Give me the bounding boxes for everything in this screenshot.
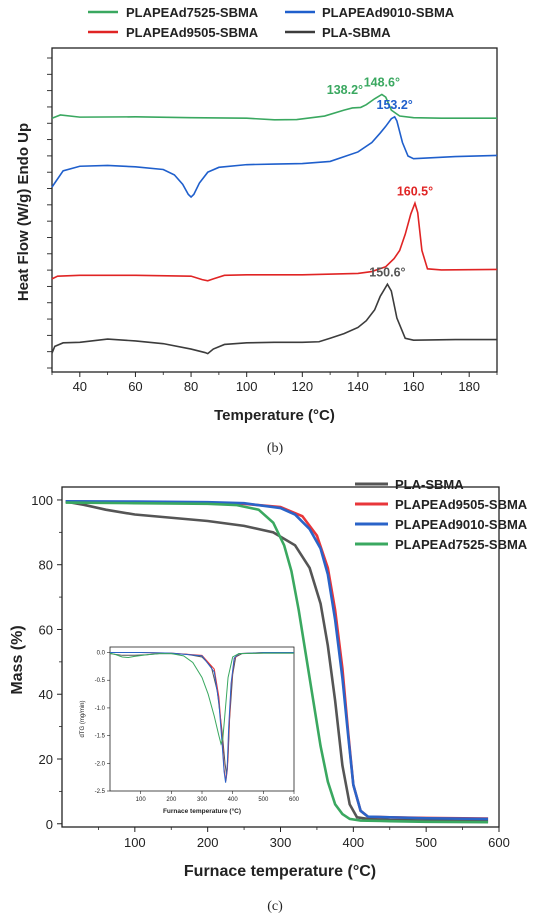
dsc-x-axis-title: Temperature (°C) — [214, 407, 335, 424]
dsc-x-tick-label: 160 — [403, 379, 425, 394]
tga-line-plapead7525-sbma — [65, 501, 489, 824]
inset-axes: 100 200 300 400 500 600 0.0 -0.5 -1.0 -1.5 -2.0 -2.… — [95, 651, 300, 803]
tga-chart: 100 200 300 400 500 600 0 20 40 60 80 100 PLA-SBMA … — [9, 477, 528, 914]
inset-x-tick-label: 300 — [197, 797, 208, 803]
dtg-inset-chart: 100 200 300 400 500 600 0.0 -0.5 -1.0 -1.5 -2.0 -2.… — [80, 646, 300, 815]
dsc-annotations: 138.2°148.6° 153.2° 160.5° 150.6° — [327, 75, 433, 279]
dsc-peak-label: 148.6° — [364, 75, 400, 89]
dsc-x-tick-label: 180 — [458, 379, 480, 394]
tga-y-axis-title: Mass (%) — [9, 625, 26, 694]
legend-label-plapead9010: PLAPEAd9010-SBMA — [395, 517, 528, 532]
legend-label-pla-sbma: PLA-SBMA — [322, 25, 391, 40]
dsc-peak-label: 160.5° — [397, 184, 433, 198]
inset-line-plapead7525-sbma — [109, 652, 294, 746]
tga-line-pla-sbma — [65, 500, 489, 823]
inset-line-plapead9010-sbma — [110, 652, 294, 783]
dsc-plot-frame — [51, 47, 498, 373]
tga-y-tick-label: 100 — [31, 493, 53, 508]
tga-x-tick-label: 300 — [270, 835, 292, 850]
inset-y-tick-label: -1.5 — [95, 734, 106, 740]
tga-series — [65, 499, 489, 824]
inset-y-tick-label: -1.0 — [95, 706, 106, 712]
legend-label-pla-sbma: PLA-SBMA — [395, 477, 464, 492]
tga-y-tick-label: 80 — [39, 558, 53, 573]
legend-label-plapead7525: PLAPEAd7525-SBMA — [395, 537, 528, 552]
legend-label-plapead9505: PLAPEAd9505-SBMA — [395, 497, 528, 512]
tga-axes: 100 200 300 400 500 600 0 20 40 60 80 100 — [31, 493, 510, 850]
dsc-line-plapead7525-sbma — [51, 93, 497, 121]
tga-x-tick-label: 400 — [342, 835, 364, 850]
panel-label-c: (c) — [267, 899, 283, 914]
inset-frame — [109, 646, 295, 792]
tga-x-tick-label: 100 — [124, 835, 146, 850]
dsc-x-tick-label: 40 — [73, 379, 87, 394]
tga-y-tick-label: 0 — [46, 817, 53, 832]
inset-series — [109, 652, 294, 783]
panel-label-b: (b) — [267, 441, 284, 456]
dsc-peak-label: 153.2° — [377, 98, 413, 112]
inset-x-tick-label: 600 — [289, 797, 300, 803]
dsc-x-tick-label: 140 — [347, 379, 369, 394]
dsc-peak-label: 138.2° — [327, 83, 363, 97]
legend-label-plapead7525: PLAPEAd7525-SBMA — [126, 5, 259, 20]
tga-y-tick-label: 40 — [39, 687, 53, 702]
tga-x-tick-label: 200 — [197, 835, 219, 850]
inset-y-tick-label: -2.5 — [95, 789, 106, 795]
inset-x-tick-label: 200 — [166, 797, 177, 803]
dsc-chart: PLAPEAd7525-SBMA PLAPEAd9010-SBMA PLAPEA… — [15, 5, 498, 456]
inset-x-axis-title: Furnace temperature (°C) — [163, 807, 241, 815]
tga-x-tick-label: 600 — [488, 835, 510, 850]
dsc-peak-label: 150.6° — [369, 265, 405, 279]
tga-legend: PLA-SBMA PLAPEAd9505-SBMA PLAPEAd9010-SB… — [355, 477, 528, 552]
tga-y-tick-label: 60 — [39, 622, 53, 637]
tga-line-plapead9010-sbma — [65, 499, 489, 821]
dsc-x-tick-label: 60 — [128, 379, 142, 394]
tga-y-tick-label: 20 — [39, 752, 53, 767]
tga-x-axis-title: Furnace temperature (°C) — [184, 863, 376, 880]
dsc-legend: PLAPEAd7525-SBMA PLAPEAd9010-SBMA PLAPEA… — [88, 5, 455, 40]
dsc-line-plapead9010-sbma — [51, 115, 498, 199]
dsc-series — [51, 93, 498, 355]
inset-y-axis-title: dTG (mg/min) — [80, 700, 86, 737]
dsc-line-plapead9505-sbma — [51, 200, 498, 282]
dsc-axes: 40 60 80 100 120 140 160 180 — [47, 57, 498, 394]
dsc-x-tick-label: 120 — [291, 379, 313, 394]
dsc-x-tick-label: 100 — [236, 379, 258, 394]
inset-y-tick-label: -0.5 — [95, 678, 106, 684]
legend-label-plapead9505: PLAPEAd9505-SBMA — [126, 25, 259, 40]
inset-x-tick-label: 400 — [228, 797, 239, 803]
dsc-y-axis-title: Heat Flow (W/g) Endo Up — [15, 123, 32, 301]
tga-x-tick-label: 500 — [415, 835, 437, 850]
dsc-line-pla-sbma — [51, 282, 497, 355]
inset-y-tick-label: 0.0 — [97, 651, 106, 657]
inset-x-tick-label: 500 — [258, 797, 269, 803]
dsc-x-tick-label: 80 — [184, 379, 198, 394]
inset-x-tick-label: 100 — [136, 797, 147, 803]
legend-label-plapead9010: PLAPEAd9010-SBMA — [322, 5, 455, 20]
inset-y-tick-label: -2.0 — [95, 761, 106, 767]
